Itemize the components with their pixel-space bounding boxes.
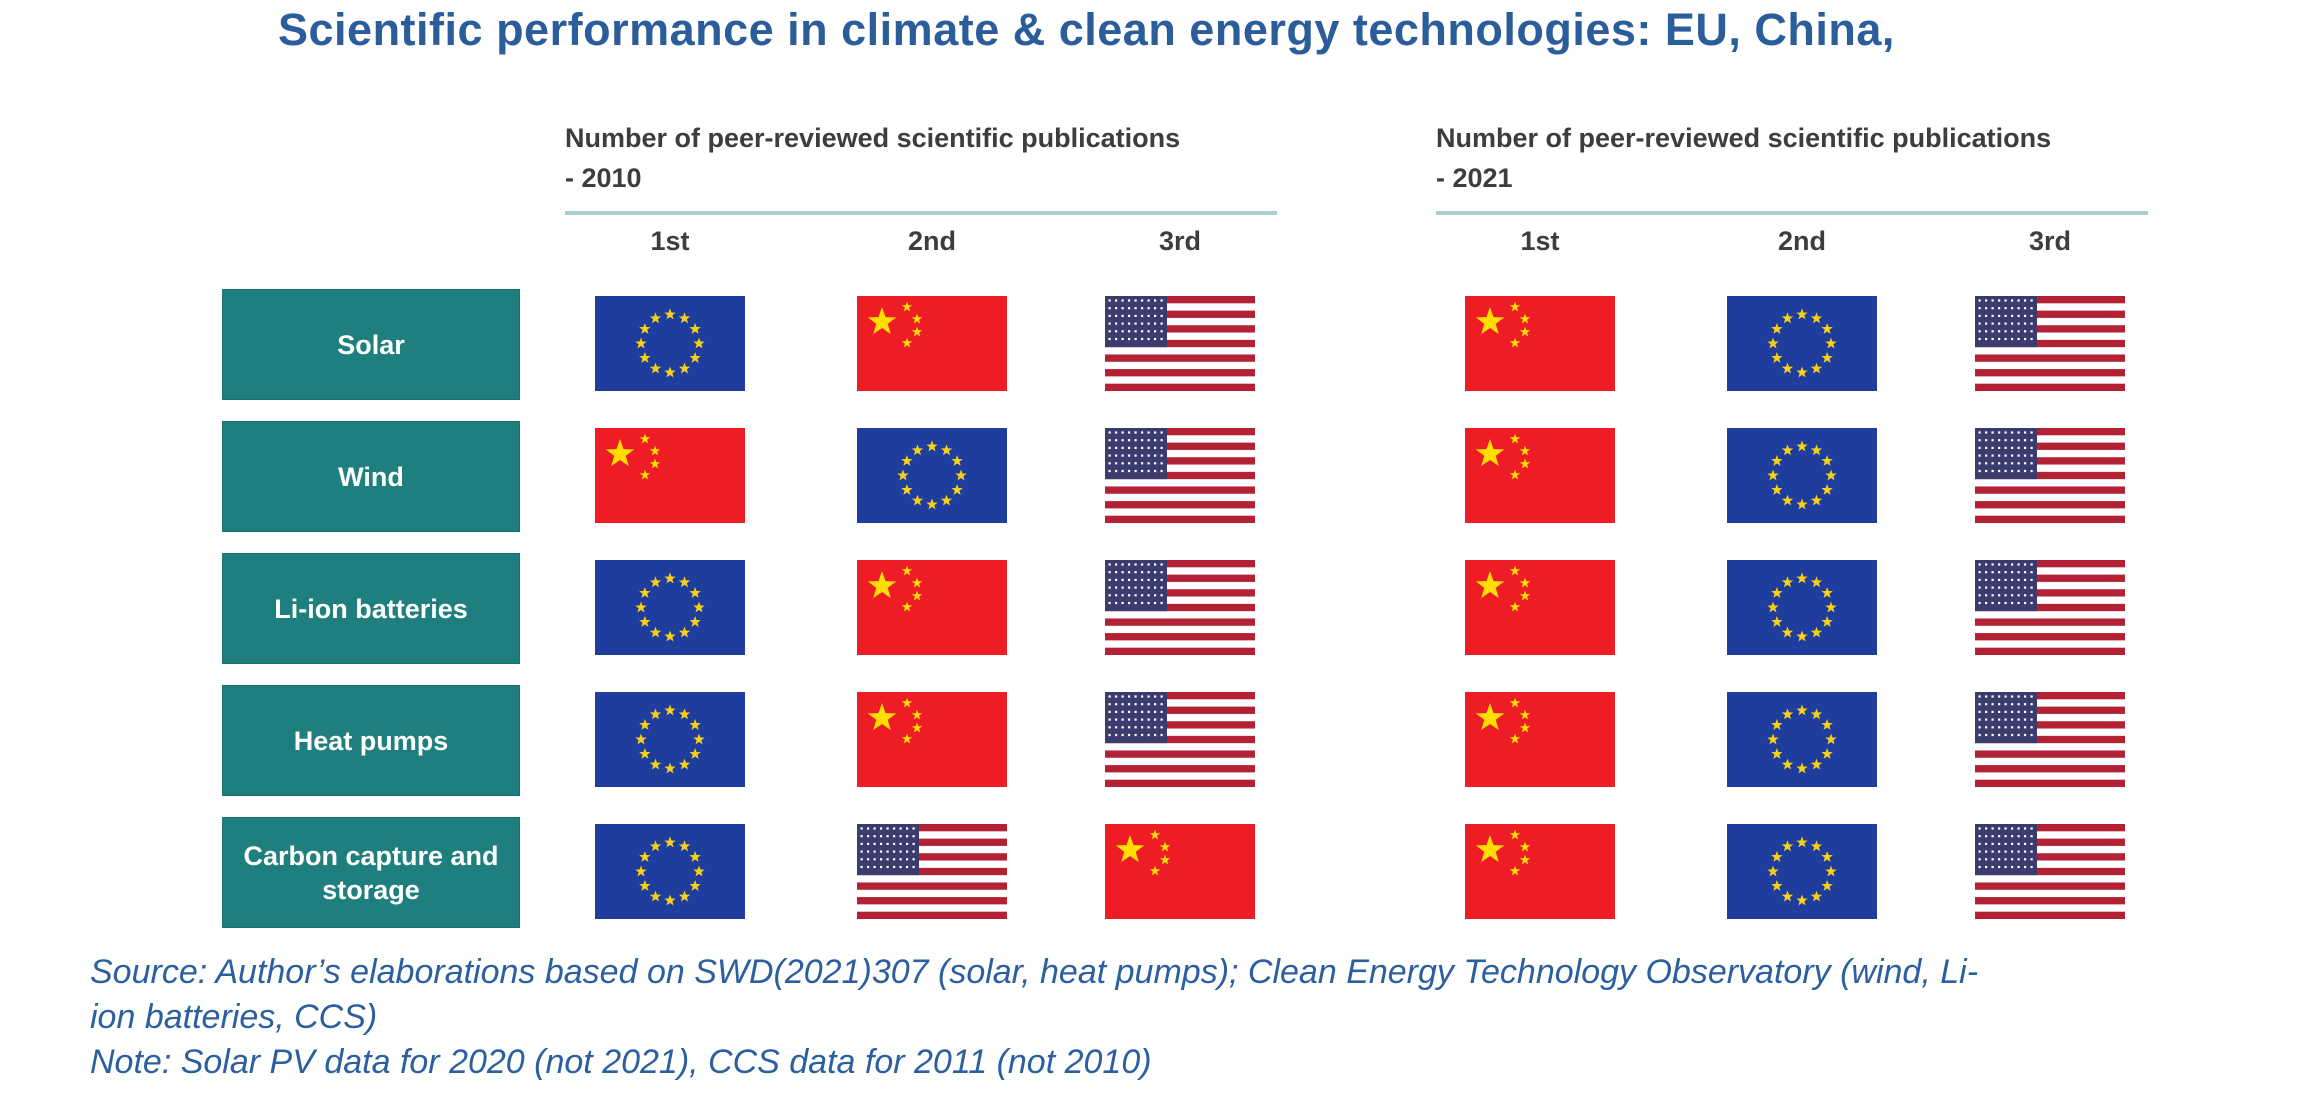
footer-notes: Source: Author’s elaborations based on S… — [90, 950, 2230, 1085]
row-label-text: Carbon capture and storage — [243, 840, 499, 905]
footer-note-line: Note: Solar PV data for 2020 (not 2021),… — [90, 1043, 1152, 1081]
china-flag — [857, 692, 1007, 787]
usa-flag — [1105, 296, 1255, 391]
rank-label-2010-1st: 1st — [650, 226, 690, 256]
china-flag — [595, 428, 745, 523]
eu-flag — [1727, 824, 1877, 919]
eu-flag — [1727, 296, 1877, 391]
eu-flag — [1727, 692, 1877, 787]
slide-title: Scientific performance in climate & clea… — [278, 4, 1895, 55]
group-header-2021-line2: - 2021 — [1436, 163, 1513, 193]
rank-label-2021-2nd: 2nd — [1777, 226, 1826, 256]
group-header-2021: Number of peer-reviewed scientific publi… — [1436, 118, 2156, 198]
row-label-wind: Wind — [222, 421, 520, 532]
usa-flag — [1975, 560, 2125, 655]
eu-flag — [857, 428, 1007, 523]
china-flag — [1465, 560, 1615, 655]
china-flag — [1105, 824, 1255, 919]
row-label-carbon-capture-and-storage: Carbon capture and storage — [222, 817, 520, 928]
rank-label-2021-3rd: 3rd — [2028, 226, 2072, 256]
row-label-text: Heat pumps — [293, 725, 449, 756]
china-flag — [1465, 428, 1615, 523]
row-label-text: Solar — [337, 329, 405, 360]
usa-flag — [1105, 428, 1255, 523]
rank-label-2010-2nd: 2nd — [907, 226, 956, 256]
row-label-li-ion-batteries: Li-ion batteries — [222, 553, 520, 664]
row-label-heat-pumps: Heat pumps — [222, 685, 520, 796]
group-header-2010: Number of peer-reviewed scientific publi… — [565, 118, 1285, 198]
row-label-text: Li-ion batteries — [274, 593, 468, 624]
china-flag — [1465, 296, 1615, 391]
usa-flag — [1975, 296, 2125, 391]
usa-flag — [1105, 692, 1255, 787]
usa-flag — [857, 824, 1007, 919]
eu-flag — [595, 296, 745, 391]
footer-source-line1: Source: Author’s elaborations based on S… — [90, 953, 1979, 991]
row-label-text: Wind — [338, 461, 404, 492]
footer-source-line2: ion batteries, CCS) — [90, 998, 378, 1036]
group-underline-2021 — [1436, 211, 2148, 215]
china-flag — [1465, 824, 1615, 919]
china-flag — [1465, 692, 1615, 787]
usa-flag — [1975, 428, 2125, 523]
eu-flag — [595, 560, 745, 655]
row-label-solar: Solar — [222, 289, 520, 400]
china-flag — [857, 560, 1007, 655]
eu-flag — [1727, 428, 1877, 523]
china-flag — [857, 296, 1007, 391]
eu-flag — [1727, 560, 1877, 655]
group-header-2010-line2: - 2010 — [565, 163, 642, 193]
usa-flag — [1975, 824, 2125, 919]
eu-flag — [595, 692, 745, 787]
group-header-2021-line1: Number of peer-reviewed scientific publi… — [1436, 123, 2052, 153]
eu-flag — [595, 824, 745, 919]
group-underline-2010 — [565, 211, 1277, 215]
rank-label-2010-3rd: 3rd — [1158, 226, 1202, 256]
group-header-2010-line1: Number of peer-reviewed scientific publi… — [565, 123, 1181, 153]
usa-flag — [1975, 692, 2125, 787]
rank-label-2021-1st: 1st — [1520, 226, 1560, 256]
usa-flag — [1105, 560, 1255, 655]
